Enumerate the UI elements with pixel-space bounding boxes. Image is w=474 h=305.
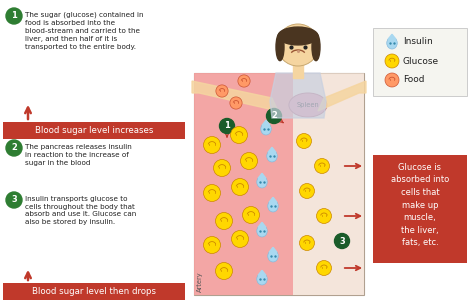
Polygon shape — [192, 81, 278, 111]
Circle shape — [315, 159, 329, 174]
Text: The sugar (glucose) contained in
food is absorbed into the
blood-stream and carr: The sugar (glucose) contained in food is… — [25, 12, 144, 49]
Circle shape — [300, 184, 314, 199]
Ellipse shape — [278, 27, 318, 45]
Ellipse shape — [261, 123, 271, 135]
Text: Artery: Artery — [197, 271, 203, 292]
Circle shape — [203, 236, 220, 253]
Polygon shape — [270, 73, 326, 118]
Circle shape — [230, 97, 242, 109]
Ellipse shape — [257, 273, 267, 285]
Circle shape — [203, 137, 220, 153]
Text: 1: 1 — [224, 121, 230, 131]
Bar — [194, 73, 292, 295]
Polygon shape — [258, 270, 266, 275]
Bar — [3, 122, 185, 139]
Circle shape — [203, 185, 220, 202]
Ellipse shape — [268, 250, 278, 262]
Circle shape — [230, 127, 247, 143]
Circle shape — [385, 73, 399, 87]
Polygon shape — [258, 173, 266, 178]
Text: Spleen: Spleen — [297, 102, 319, 108]
Circle shape — [6, 192, 22, 208]
Ellipse shape — [387, 37, 397, 49]
Circle shape — [385, 54, 399, 68]
Bar — [373, 28, 467, 96]
Circle shape — [231, 231, 248, 247]
Text: Food: Food — [403, 76, 425, 84]
Ellipse shape — [312, 33, 320, 61]
Text: Glucose is
absorbed into
cells that
make up
muscle,
the liver,
fats, etc.: Glucose is absorbed into cells that make… — [391, 163, 449, 247]
Circle shape — [216, 213, 233, 229]
Circle shape — [277, 24, 319, 66]
Circle shape — [240, 152, 257, 170]
Text: 3: 3 — [11, 196, 17, 204]
Text: The pancreas releases insulin
in reaction to the increase of
sugar in the blood: The pancreas releases insulin in reactio… — [25, 144, 132, 166]
Circle shape — [6, 140, 22, 156]
Ellipse shape — [268, 200, 278, 212]
Text: Blood sugar level then drops: Blood sugar level then drops — [32, 287, 156, 296]
Ellipse shape — [257, 176, 267, 188]
Text: 2: 2 — [11, 143, 17, 152]
Polygon shape — [268, 147, 276, 152]
Polygon shape — [318, 81, 366, 111]
Circle shape — [317, 209, 331, 224]
Circle shape — [216, 263, 233, 279]
Polygon shape — [293, 63, 303, 78]
Ellipse shape — [257, 225, 267, 237]
Circle shape — [317, 260, 331, 275]
Circle shape — [266, 109, 282, 124]
Ellipse shape — [289, 93, 327, 117]
Bar — [292, 73, 364, 295]
Text: 3: 3 — [339, 236, 345, 246]
Text: 2: 2 — [271, 112, 277, 120]
Polygon shape — [262, 120, 270, 125]
Bar — [373, 155, 467, 263]
Polygon shape — [269, 197, 277, 202]
Polygon shape — [258, 222, 266, 227]
Text: Glucose: Glucose — [403, 56, 439, 66]
Circle shape — [6, 8, 22, 24]
Text: Blood sugar level increases: Blood sugar level increases — [35, 126, 153, 135]
Circle shape — [297, 134, 311, 149]
Polygon shape — [388, 34, 396, 39]
Text: Insulin: Insulin — [403, 38, 433, 46]
Circle shape — [335, 234, 349, 249]
Bar — [194, 73, 364, 295]
Text: 1: 1 — [11, 12, 17, 20]
Ellipse shape — [267, 150, 277, 162]
Circle shape — [216, 85, 228, 97]
Circle shape — [219, 119, 235, 134]
Circle shape — [238, 75, 250, 87]
Circle shape — [243, 206, 259, 224]
Polygon shape — [269, 247, 277, 252]
Bar — [3, 283, 185, 300]
Circle shape — [213, 160, 230, 177]
Circle shape — [300, 235, 314, 250]
Text: Insulin transports glucose to
cells throughout the body that
absorb and use it. : Insulin transports glucose to cells thro… — [25, 196, 136, 225]
Ellipse shape — [276, 33, 284, 61]
Circle shape — [231, 178, 248, 196]
